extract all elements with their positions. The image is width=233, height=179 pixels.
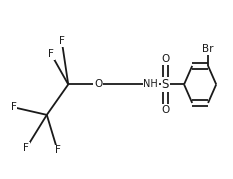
Text: O: O [161, 54, 170, 64]
Text: F: F [55, 145, 60, 155]
Text: F: F [59, 36, 65, 46]
Text: O: O [161, 105, 170, 115]
Text: F: F [48, 49, 54, 59]
Text: S: S [162, 78, 169, 91]
Text: F: F [24, 143, 29, 153]
Text: Br: Br [202, 44, 214, 54]
Text: NH: NH [144, 79, 158, 90]
Text: F: F [11, 102, 17, 112]
Text: O: O [94, 79, 102, 90]
